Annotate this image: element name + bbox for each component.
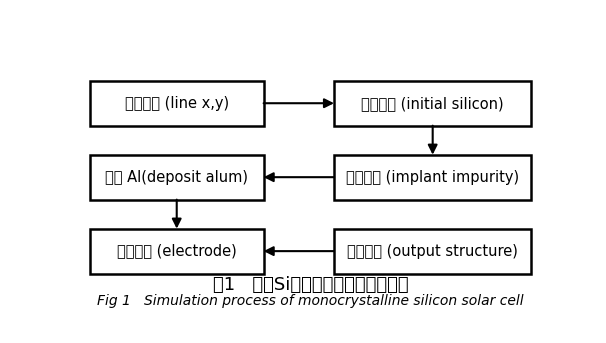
Text: 图1   单晶Si太阳能电池工艺仿真流程: 图1 单晶Si太阳能电池工艺仿真流程 [213, 276, 408, 294]
Bar [90, 229, 264, 274]
Bar [90, 81, 264, 126]
Text: 扩散掺杂 (implant impurity): 扩散掺杂 (implant impurity) [346, 170, 519, 185]
Text: 淀积 Al(deposit alum): 淀积 Al(deposit alum) [105, 170, 248, 185]
Bar [334, 155, 531, 200]
Bar [334, 229, 531, 274]
Text: 输出结构 (output structure): 输出结构 (output structure) [347, 244, 518, 259]
Text: 划分网格 (line x,y): 划分网格 (line x,y) [125, 96, 229, 111]
Bar [334, 81, 531, 126]
Text: Fig 1   Simulation process of monocrystalline silicon solar cell: Fig 1 Simulation process of monocrystall… [97, 294, 524, 308]
Text: 衬底选择 (initial silicon): 衬底选择 (initial silicon) [361, 96, 504, 111]
Text: 定义电极 (electrode): 定义电极 (electrode) [117, 244, 236, 259]
Bar [90, 155, 264, 200]
